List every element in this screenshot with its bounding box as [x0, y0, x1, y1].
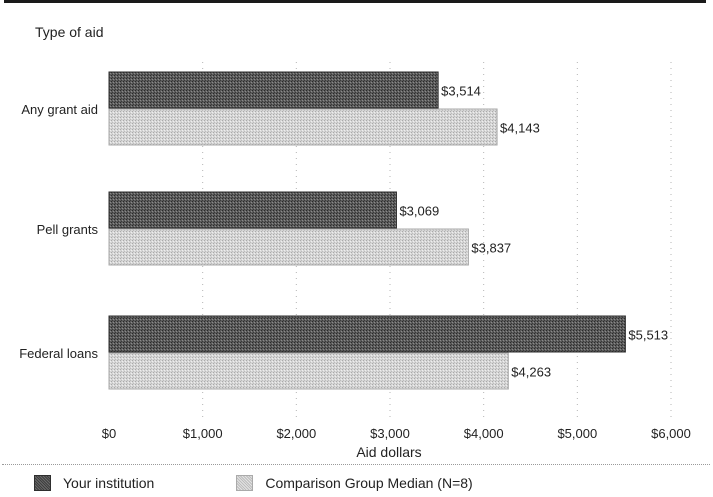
- bar-chart: Type of aid $0 $1,000 $2,000 $3,000 $4,000 $5…: [19, 24, 691, 460]
- legend-swatch-dark: [34, 475, 51, 491]
- x-tick-label: $5,000: [557, 426, 597, 441]
- footer-divider: [2, 464, 710, 465]
- x-tick-label: $6,000: [651, 426, 691, 441]
- x-tick-label: $2,000: [276, 426, 316, 441]
- bar-your-institution: [108, 71, 439, 109]
- x-axis-label: Aid dollars: [356, 444, 421, 460]
- category-label: Pell grants: [37, 222, 99, 237]
- legend-label: Your institution: [63, 475, 155, 491]
- bar-value-label: $3,837: [471, 241, 511, 256]
- category-label: Federal loans: [19, 346, 98, 361]
- chart-title: Type of aid: [35, 24, 104, 40]
- legend: Your institution Comparison Group Median…: [34, 475, 473, 491]
- bar-comparison-median: [108, 352, 509, 390]
- x-tick-label: $1,000: [183, 426, 223, 441]
- bar-value-label: $4,263: [511, 365, 551, 380]
- bar-value-label: $3,069: [399, 204, 439, 219]
- category-label: Any grant aid: [21, 102, 98, 117]
- bar-your-institution: [108, 191, 397, 229]
- legend-swatch-light: [236, 475, 254, 491]
- bar-comparison-median: [108, 108, 498, 146]
- x-tick-label: $4,000: [464, 426, 504, 441]
- x-tick-label: $3,000: [370, 426, 410, 441]
- legend-label: Comparison Group Median (N=8): [265, 475, 473, 491]
- bar-your-institution: [108, 315, 626, 353]
- x-tick-label: $0: [102, 426, 116, 441]
- bar-value-label: $4,143: [500, 121, 540, 136]
- legend-item-comparison-median: Comparison Group Median (N=8): [236, 475, 473, 491]
- bar-comparison-median: [108, 228, 469, 266]
- top-rule: [4, 0, 706, 3]
- bar-value-label: $5,513: [628, 328, 668, 343]
- bar-value-label: $3,514: [441, 84, 481, 99]
- legend-item-your-institution: Your institution: [34, 475, 154, 491]
